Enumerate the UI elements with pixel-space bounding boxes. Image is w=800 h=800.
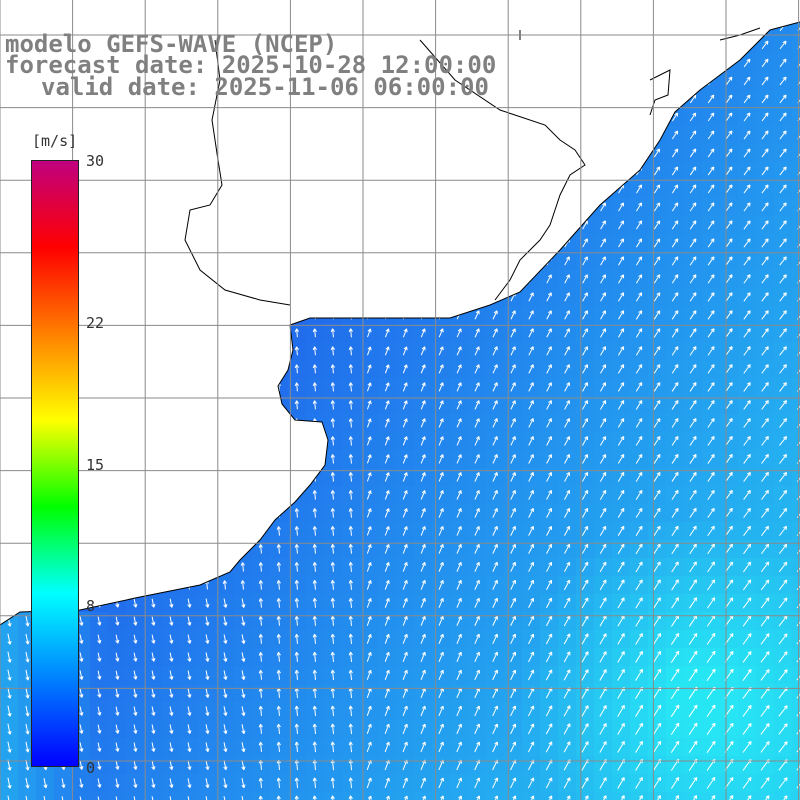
coastline xyxy=(0,21,800,626)
valid-date: valid date: 2025-11-06 06:00:00 xyxy=(41,73,489,101)
forecast-date: forecast date: 2025-10-28 12:00:00 xyxy=(5,51,497,79)
colorbar-unit: [m/s] xyxy=(32,132,78,150)
colorbar-tick: 0 xyxy=(86,759,96,777)
colorbar-tick: 8 xyxy=(86,597,96,616)
model-title: modelo GEFS-WAVE (NCEP) xyxy=(5,30,338,58)
colorbar-tick: 15 xyxy=(86,455,105,474)
colorbar-tick: 22 xyxy=(86,313,105,332)
colorbar xyxy=(31,160,79,767)
colorbar-tick: 30 xyxy=(86,152,105,170)
